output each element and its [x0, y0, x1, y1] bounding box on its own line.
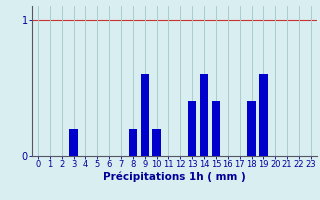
Bar [200, 74, 208, 156]
Bar [247, 101, 256, 156]
Bar [188, 101, 196, 156]
Bar [212, 101, 220, 156]
X-axis label: Précipitations 1h ( mm ): Précipitations 1h ( mm ) [103, 172, 246, 182]
Bar [259, 74, 268, 156]
Bar [129, 129, 137, 156]
Bar [140, 74, 149, 156]
Bar [69, 129, 78, 156]
Bar [152, 129, 161, 156]
